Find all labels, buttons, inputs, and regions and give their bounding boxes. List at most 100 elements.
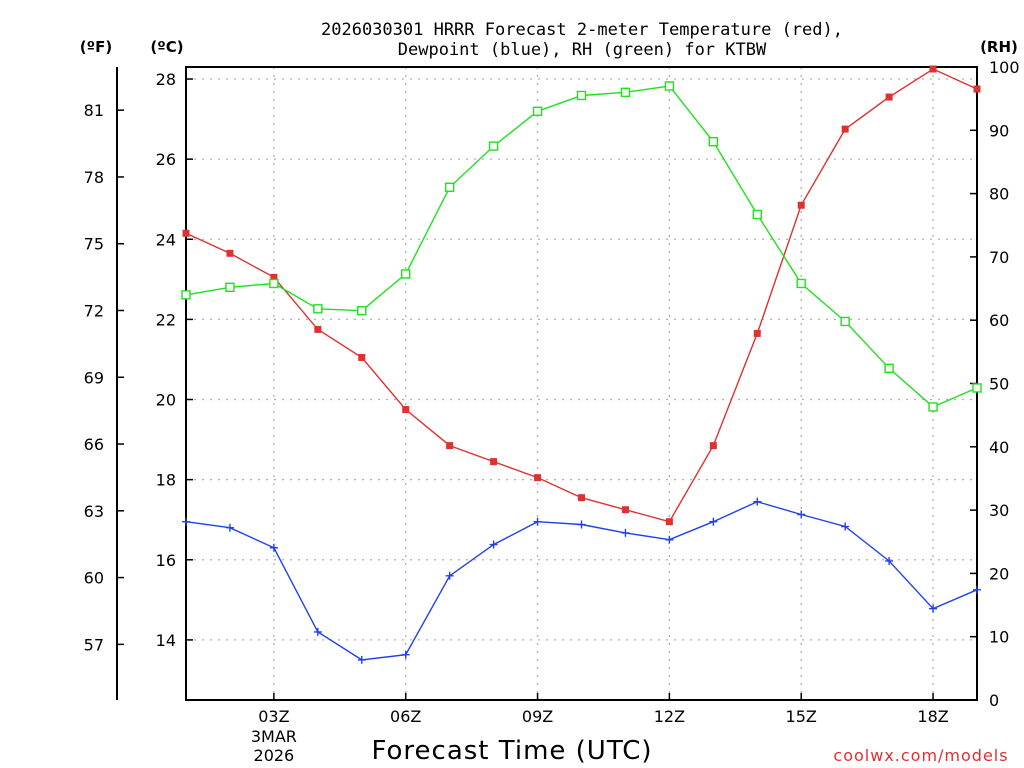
series-rh	[181, 81, 982, 412]
dewpoint-point	[269, 543, 278, 552]
x-tick-label: 18Z	[917, 707, 948, 726]
dewpoint-point	[445, 571, 454, 580]
rh-point	[752, 209, 762, 220]
fahrenheit-tick-label: 57	[84, 635, 104, 654]
x-tick-label: 12Z	[654, 707, 685, 726]
series-layer	[181, 65, 982, 664]
temperature-point	[753, 329, 761, 337]
rh-tick-label: 30	[989, 501, 1009, 520]
rh-point	[181, 290, 191, 300]
temperature-point	[226, 249, 234, 257]
fahrenheit-tick-label: 81	[84, 101, 104, 120]
celsius-tick-label: 24	[156, 230, 176, 249]
celsius-tick-label: 28	[156, 70, 176, 89]
temperature-point	[709, 442, 717, 450]
celsius-tick-label: 22	[156, 310, 176, 329]
dewpoint-point	[973, 585, 981, 594]
temperature-point	[446, 442, 454, 450]
x-axis-label: Forecast Time (UTC)	[371, 736, 652, 766]
rh-point	[401, 269, 411, 279]
x-tick-label: 15Z	[786, 707, 817, 726]
dewpoint-point	[401, 650, 410, 659]
rh-point	[576, 90, 587, 101]
temperature-point	[314, 325, 322, 333]
rh-tick-label: 0	[989, 691, 999, 710]
grid-lines	[186, 67, 977, 700]
series-temperature	[182, 65, 981, 526]
rh-tick-label: 20	[989, 564, 1009, 583]
dewpoint-point	[533, 517, 542, 526]
dewpoint-point	[709, 517, 718, 526]
fahrenheit-tick-label: 75	[84, 235, 104, 254]
rh-point	[972, 383, 982, 393]
celsius-tick-label: 26	[156, 150, 176, 169]
chart-title-line-1: 2026030301 HRRR Forecast 2-meter Tempera…	[321, 20, 843, 40]
rh-point	[884, 363, 894, 374]
temperature-point	[841, 125, 849, 133]
rh-point	[444, 182, 455, 192]
rh-point	[928, 402, 938, 412]
rh-point	[840, 316, 850, 327]
x-tick-label: 06Z	[390, 707, 421, 726]
dewpoint-point	[885, 556, 894, 565]
rh-point	[532, 106, 543, 117]
fahrenheit-tick-label: 72	[84, 301, 104, 320]
fahrenheit-tick-label: 66	[84, 435, 104, 454]
x-tick-label: 09Z	[522, 707, 553, 726]
rh-tick-label: 50	[989, 375, 1009, 394]
temperature-point	[402, 406, 410, 414]
rh-point	[313, 304, 323, 314]
temperature-point	[182, 229, 190, 237]
temperature-point	[578, 494, 585, 502]
temperature-point	[490, 458, 498, 466]
x-year-label: 2026	[254, 746, 295, 765]
fahrenheit-unit-label: (ºF)	[80, 38, 112, 56]
fahrenheit-tick-label: 78	[84, 168, 104, 187]
dewpoint-point	[577, 520, 586, 529]
dewpoint-point	[313, 627, 322, 636]
temperature-point	[797, 201, 805, 209]
dewpoint-point	[841, 522, 850, 531]
temperature-point	[270, 273, 278, 281]
dewpoint-point	[929, 604, 938, 613]
celsius-tick-label: 18	[156, 471, 176, 490]
dewpoint-point	[182, 517, 190, 526]
celsius-tick-label: 14	[156, 631, 176, 650]
temperature-point	[534, 474, 542, 482]
chart-title: 2026030301 HRRR Forecast 2-meter Tempera…	[321, 20, 843, 60]
rh-point	[620, 87, 631, 98]
x-date-label: 3MAR	[251, 727, 297, 746]
rh-tick-label: 70	[989, 248, 1009, 267]
temperature-point	[665, 518, 673, 526]
dewpoint-point	[489, 540, 498, 549]
rh-tick-label: 100	[989, 58, 1020, 77]
dewpoint-point	[357, 655, 366, 664]
rh-point	[488, 141, 499, 151]
temperature-line	[185, 68, 978, 523]
dewpoint-point	[797, 510, 806, 519]
rh-tick-label: 90	[989, 121, 1009, 140]
rh-point	[357, 306, 367, 316]
rh-unit-label: (RH)	[980, 38, 1018, 56]
fahrenheit-tick-label: 60	[84, 569, 104, 588]
rh-tick-label: 60	[989, 311, 1009, 330]
celsius-unit-label: (ºC)	[150, 38, 183, 56]
rh-tick-label: 80	[989, 185, 1009, 204]
chart-title-line-2: Dewpoint (blue), RH (green) for KTBW	[398, 40, 767, 60]
rh-point	[708, 136, 719, 147]
rh-tick-label: 10	[989, 628, 1009, 647]
plot-frame	[185, 66, 978, 701]
rh-point	[664, 81, 675, 91]
temperature-point	[973, 85, 981, 93]
rh-tick-label: 40	[989, 438, 1009, 457]
rh-point	[225, 282, 235, 292]
temperature-point	[885, 93, 893, 101]
fahrenheit-tick-label: 63	[84, 502, 104, 521]
x-tick-label: 03Z	[258, 707, 289, 726]
axes: 14 16 18 20 22 24 26 28 57 60 63 66 69 72 75 78 81 0 10 20 3…	[84, 58, 1020, 765]
celsius-tick-label: 20	[156, 391, 176, 410]
dewpoint-point	[665, 535, 674, 544]
series-dewpoint	[182, 497, 981, 664]
temperature-point	[358, 353, 366, 361]
